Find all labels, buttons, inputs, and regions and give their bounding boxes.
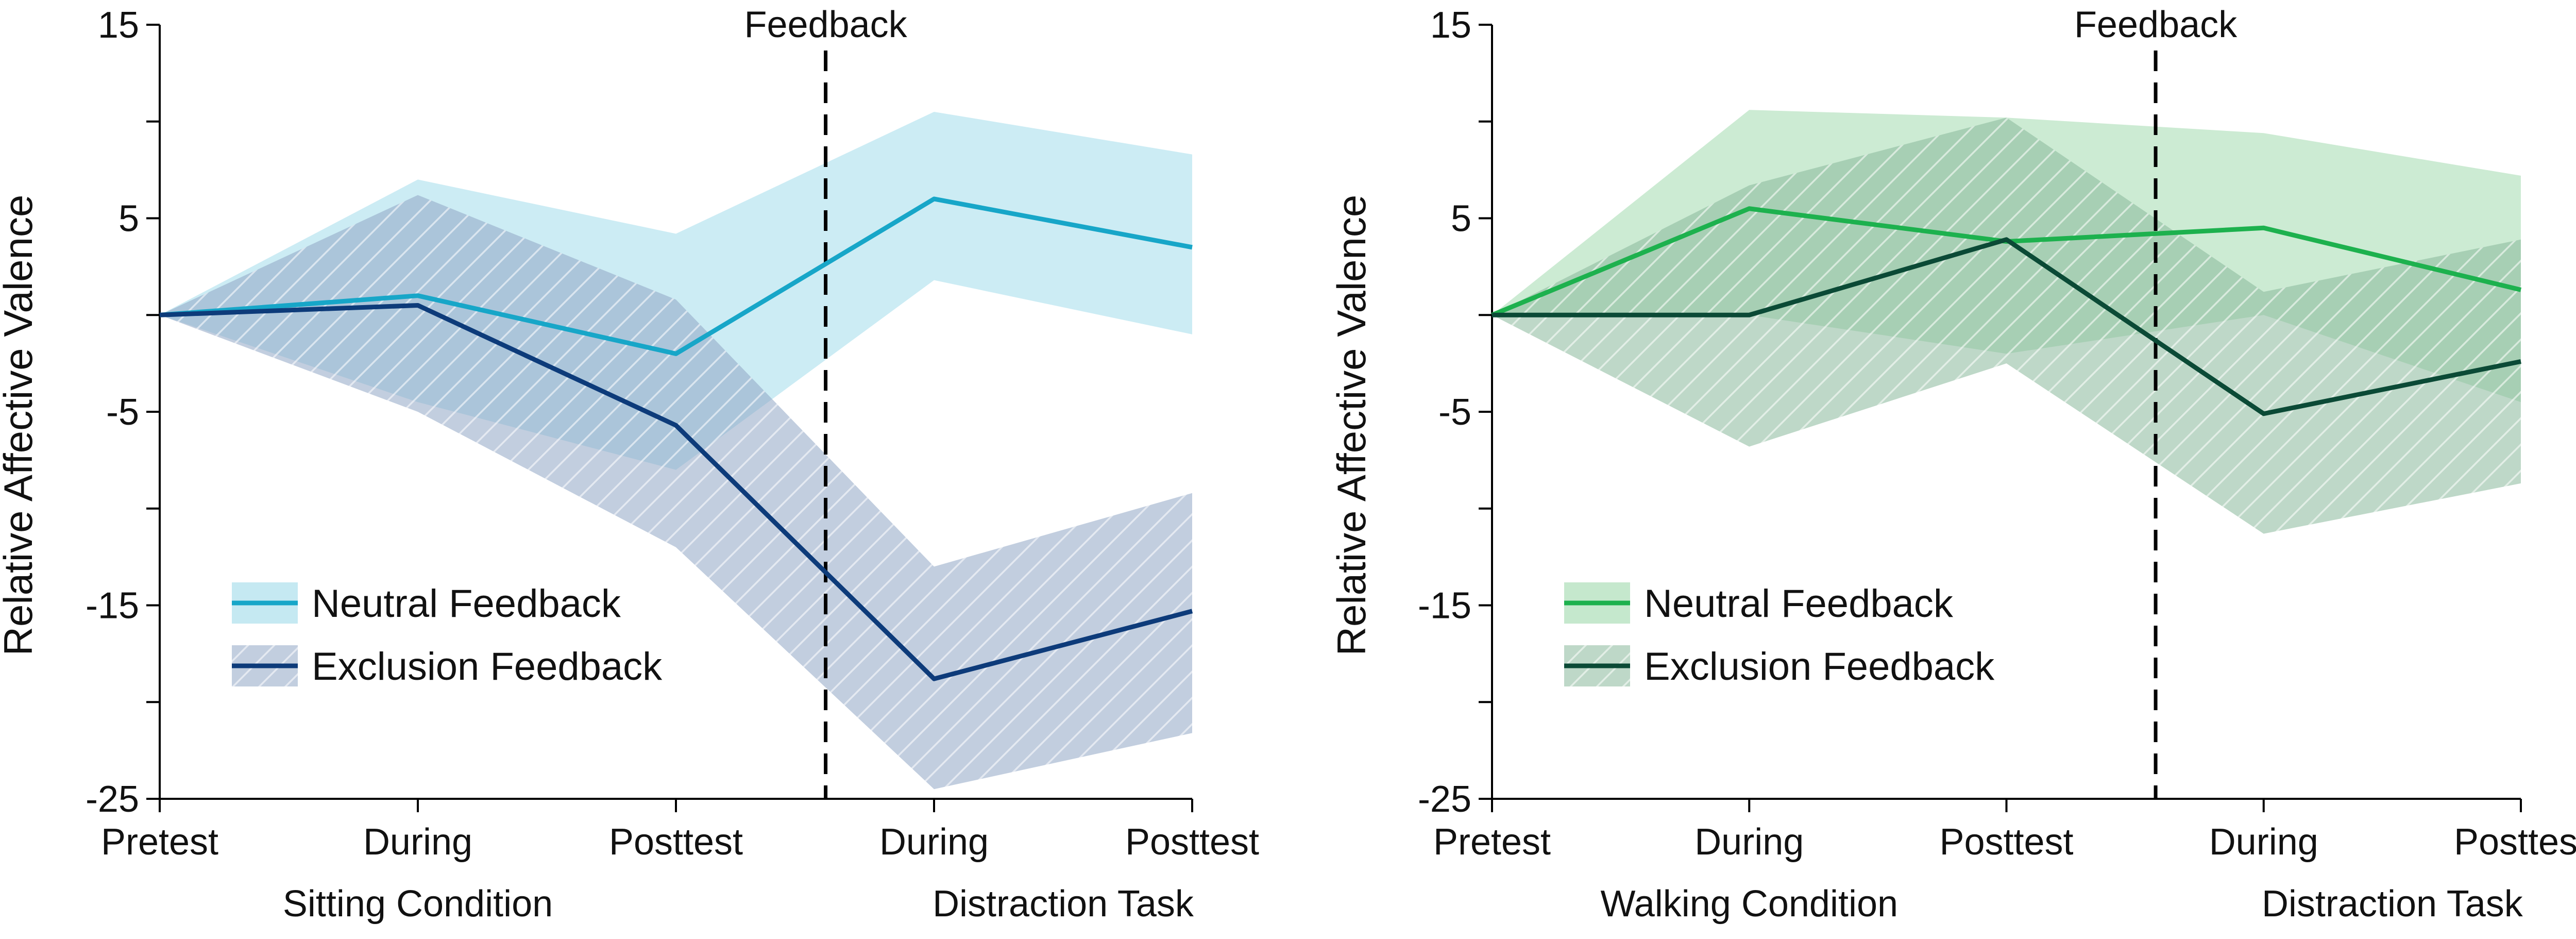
exclusion-confidence-band: [160, 195, 1192, 790]
x-tick-label: Pretest: [1433, 821, 1551, 863]
x-tick-label: Posttest: [2454, 821, 2576, 863]
feedback-annotation: Feedback: [2074, 4, 2238, 45]
y-tick-label: -25: [1418, 779, 1471, 820]
legend-exclusion-label: Exclusion Feedback: [1644, 645, 1995, 689]
y-axis-label: Relative Affective Valence: [0, 195, 41, 656]
y-tick-label: -15: [1418, 585, 1471, 627]
x-tick-label: During: [363, 821, 472, 863]
exclusion-confidence-band: [1492, 118, 2521, 534]
y-tick-label: 5: [118, 198, 139, 240]
legend-neutral-label: Neutral Feedback: [312, 582, 621, 626]
y-tick-label: 15: [1430, 5, 1471, 46]
x-group-label: Distraction Task: [2262, 883, 2523, 925]
y-tick-label: 5: [1451, 198, 1471, 240]
exclusion-series-line: [159, 303, 1193, 681]
x-tick-label: During: [2209, 821, 2318, 863]
legend-neutral-label: Neutral Feedback: [1644, 582, 1954, 626]
x-tick-label: Posttest: [609, 821, 743, 863]
y-tick-label: -5: [106, 392, 139, 433]
exclusion-series-line: [1492, 237, 2521, 416]
y-axis-label: Relative Affective Valence: [1329, 195, 1374, 656]
feedback-annotation: Feedback: [744, 4, 907, 45]
y-tick-label: 15: [98, 5, 139, 46]
legend-exclusion-label: Exclusion Feedback: [312, 645, 663, 689]
x-group-label: Walking Condition: [1600, 883, 1898, 925]
x-tick-label: During: [879, 821, 989, 863]
y-tick-label: -15: [86, 585, 139, 627]
x-tick-label: Posttest: [1125, 821, 1259, 863]
x-tick-label: Pretest: [101, 821, 218, 863]
x-tick-label: During: [1694, 821, 1804, 863]
y-tick-label: -5: [1438, 392, 1471, 433]
y-tick-label: -25: [86, 779, 139, 820]
x-group-label: Sitting Condition: [283, 883, 553, 925]
neutral-series-line: [159, 196, 1193, 356]
x-tick-label: Posttest: [1939, 821, 2073, 863]
x-group-label: Distraction Task: [933, 883, 1194, 925]
